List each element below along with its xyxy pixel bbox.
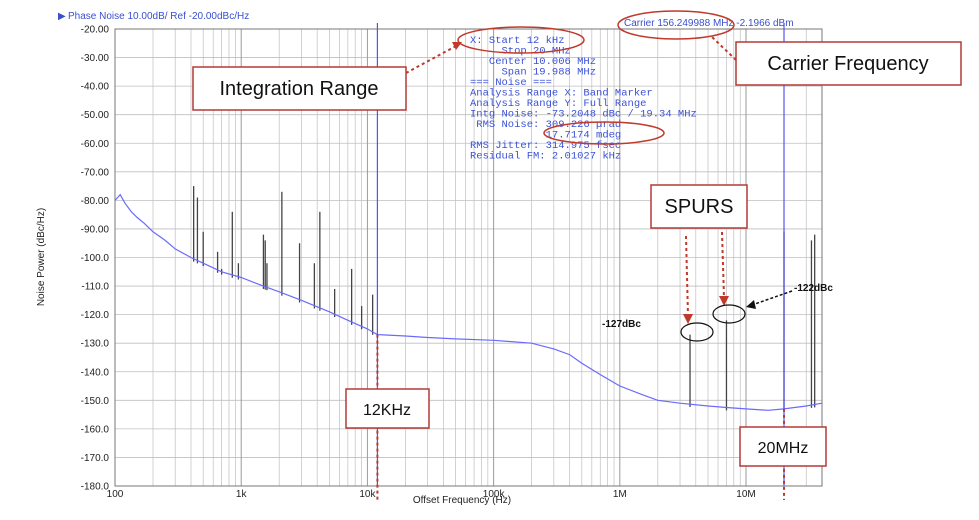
y-tick-label-15: -170.0 xyxy=(81,453,110,464)
y-tick-label-2: -40.00 xyxy=(81,82,110,93)
spur1-highlight xyxy=(680,322,714,342)
x-tick-label-3: 100k xyxy=(483,489,506,500)
header-marker-icon: ▶ xyxy=(58,11,66,22)
carrier-readout: Carrier 156.249988 MHz -2.1966 dBm xyxy=(624,18,794,29)
x-tick-label-4: 1M xyxy=(613,489,627,500)
carrier-frequency-callout: Carrier Frequency xyxy=(767,53,928,75)
y-tick-label-4: -60.00 xyxy=(81,139,110,150)
y-tick-label-6: -80.00 xyxy=(81,196,110,207)
spur1-level-label: -127dBc xyxy=(602,319,641,330)
y-tick-label-16: -180.0 xyxy=(81,482,110,493)
spur2-level-label: -122dBc xyxy=(794,283,833,294)
plot-frame xyxy=(114,28,823,487)
integration-range-arrow xyxy=(405,45,457,74)
y-tick-label-11: -130.0 xyxy=(81,339,110,350)
start-freq-callout-box xyxy=(345,388,430,429)
spur2-highlight xyxy=(712,304,746,324)
x-tick-label-5: 10M xyxy=(736,489,755,500)
marker-panel-line-4: === Noise === xyxy=(470,77,552,89)
y-axis-title: Noise Power (dBc/Hz) xyxy=(36,208,47,306)
start-freq-callout: 12KHz xyxy=(363,402,411,419)
marker-panel-line-3: Span 19.988 MHz xyxy=(470,67,596,79)
x-axis-title: Offset Frequency (Hz) xyxy=(413,495,511,506)
y-tick-label-1: -30.00 xyxy=(81,53,110,64)
spur2-level-arrow xyxy=(751,290,793,306)
x-tick-label-1: 1k xyxy=(236,489,248,500)
phase-noise-trace xyxy=(114,193,823,411)
spurs-callout-box xyxy=(650,184,748,229)
marker-panel-line-6: Analysis Range Y: Full Range xyxy=(470,98,646,110)
marker-panel-line-11: Residual FM: 2.01027 kHz xyxy=(470,151,621,163)
integration-range-highlight xyxy=(457,26,585,54)
x-axis-ticks: 100 1k 10k 100k 1M 10M xyxy=(107,489,756,500)
spurs-callout: SPURS xyxy=(665,196,734,218)
stop-freq-callout-box xyxy=(739,426,827,467)
spur1-arrow xyxy=(685,235,689,317)
y-tick-label-9: -110.0 xyxy=(81,282,109,293)
y-tick-label-14: -160.0 xyxy=(81,424,110,435)
y-tick-label-7: -90.00 xyxy=(81,224,110,235)
integration-range-callout: Integration Range xyxy=(219,78,378,100)
carrier-highlight xyxy=(617,10,735,40)
carrier-frequency-callout-box xyxy=(735,41,962,86)
x-tick-label-0: 100 xyxy=(107,489,124,500)
y-tick-label-3: -50.00 xyxy=(81,110,110,121)
callout-arrows xyxy=(405,36,737,317)
spur1-arrowhead xyxy=(683,314,693,324)
integration-range-arrowhead xyxy=(452,42,462,50)
y-tick-label-8: -100.0 xyxy=(81,253,110,264)
chart-title: Phase Noise 10.00dB/ Ref -20.00dBc/Hz xyxy=(68,11,249,22)
y-tick-label-0: -20.00 xyxy=(81,25,110,36)
marker-panel-line-2: Center 10.006 MHz xyxy=(470,56,596,68)
integration-range-callout-box xyxy=(192,66,407,111)
stop-freq-callout: 20MHz xyxy=(758,440,809,457)
marker-panel-line-7: Intg Noise: -73.2048 dBc / 19.34 MHz xyxy=(470,109,697,121)
y-tick-label-10: -120.0 xyxy=(81,310,110,321)
spur2-level-arrowhead xyxy=(746,300,756,309)
spur2-arrowhead xyxy=(719,296,729,306)
carrier-frequency-arrow xyxy=(711,36,737,61)
marker-panel-line-1: Stop 20 MHz xyxy=(470,46,571,58)
y-axis-ticks: -20.00 -30.00 -40.00 -50.00 -60.00 -70.00 -80.… xyxy=(81,25,110,493)
y-tick-label-5: -70.00 xyxy=(81,167,110,178)
spur2-arrow xyxy=(721,231,725,299)
marker-panel-line-0: X: Start 12 kHz xyxy=(470,35,565,47)
y-tick-label-13: -150.0 xyxy=(81,396,110,407)
x-tick-label-2: 10k xyxy=(359,489,376,500)
rms-jitter-highlight xyxy=(543,121,665,145)
y-tick-label-12: -140.0 xyxy=(81,367,110,378)
marker-panel-line-5: Analysis Range X: Band Marker xyxy=(470,88,653,100)
